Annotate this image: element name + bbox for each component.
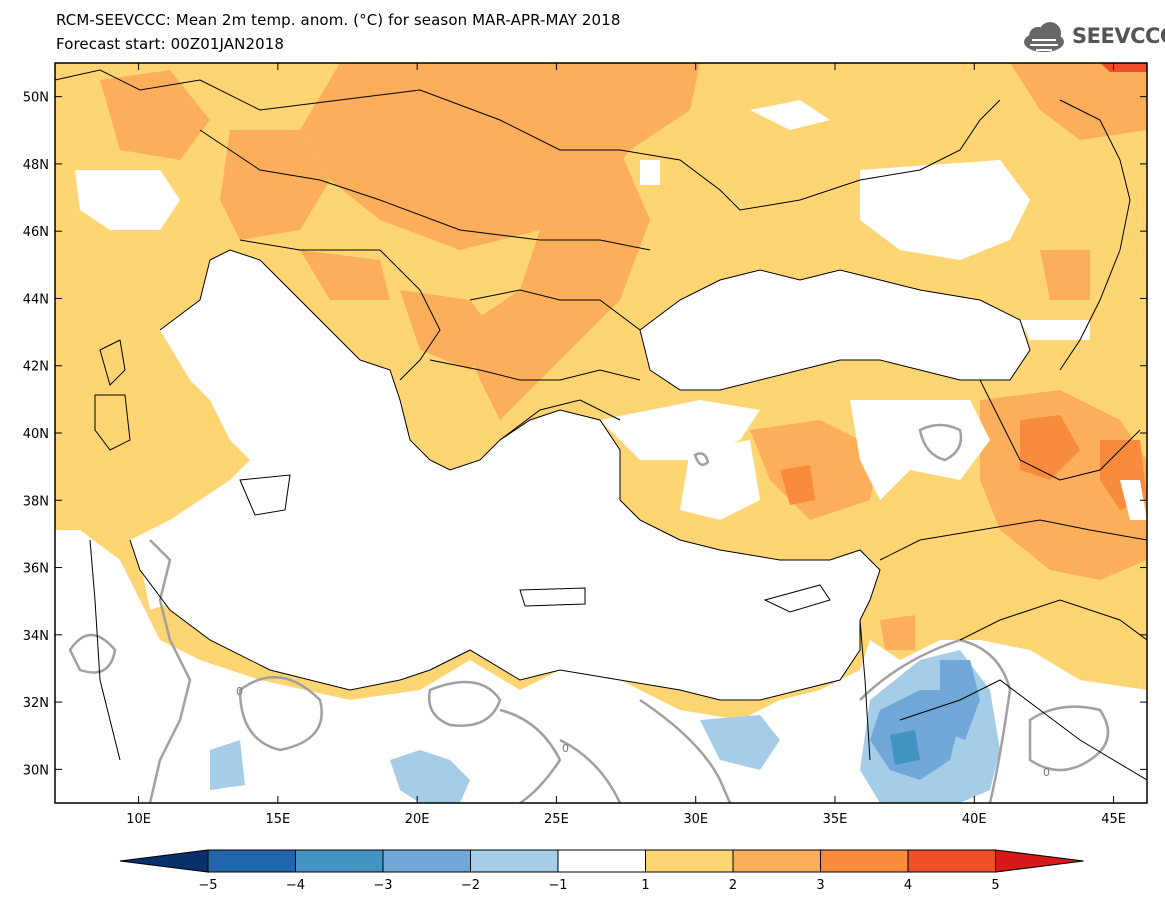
- lon-label: 35E: [823, 812, 848, 827]
- coastlines: [55, 69, 1147, 781]
- longitude-axis: 10E 15E 20E 25E 30E 35E 40E 45E: [126, 63, 1126, 827]
- lat-label: 34N: [23, 629, 49, 644]
- latitude-axis: 50N 48N 46N 44N 42N 40N 38N 36N 34N 32N 30N: [23, 91, 1147, 778]
- lat-label: 30N: [23, 763, 49, 778]
- lat-label: 40N: [23, 427, 49, 442]
- colorbar-label: 3: [816, 878, 824, 893]
- colorbar-box: [907, 849, 996, 873]
- zero-contours: [68, 423, 1110, 803]
- lat-label: 32N: [23, 696, 49, 711]
- colorbar-label: 1: [641, 878, 649, 893]
- lon-label: 10E: [126, 812, 151, 827]
- cloud-icon: [1024, 22, 1064, 52]
- anomaly-negative-areas: [210, 650, 1000, 803]
- contour-label: 0: [562, 742, 569, 755]
- forecast-start: Forecast start: 00Z01JAN2018: [56, 35, 285, 53]
- colorbar-box: [820, 849, 909, 873]
- lat-label: 44N: [23, 292, 49, 307]
- logo-text: SEEVCCC: [1072, 24, 1165, 48]
- colorbar-arrow-high: [995, 849, 1084, 873]
- contour-label: 0: [236, 685, 243, 698]
- anomaly-4-5-area: [1100, 63, 1147, 72]
- colorbar-label: −2: [461, 878, 480, 893]
- map-title: RCM-SEEVCCC: Mean 2m temp. anom. (°C) fo…: [56, 11, 621, 29]
- colorbar-label: 5: [991, 878, 999, 893]
- map-plot-area: 0 0 0: [55, 63, 1147, 803]
- colorbar-box: [470, 849, 559, 873]
- lat-label: 42N: [23, 360, 49, 375]
- colorbar-label: −4: [286, 878, 305, 893]
- lon-label: 40E: [962, 812, 987, 827]
- colorbar-box: [645, 849, 734, 873]
- colorbar-box: [732, 849, 821, 873]
- lon-label: 25E: [544, 812, 569, 827]
- lon-label: 45E: [1101, 812, 1126, 827]
- colorbar-label: −5: [198, 878, 217, 893]
- contour-labels: 0 0 0: [236, 685, 1050, 779]
- lat-label: 48N: [23, 158, 49, 173]
- lon-label: 20E: [405, 812, 430, 827]
- contour-label: 0: [1043, 766, 1050, 779]
- colorbar-box: [295, 849, 384, 873]
- lat-label: 50N: [23, 91, 49, 106]
- lat-label: 46N: [23, 225, 49, 240]
- lat-label: 38N: [23, 494, 49, 509]
- sea-areas: [130, 250, 1030, 700]
- colorbar: −5 −4 −3 −2 −1 1 2 3 4 5: [119, 849, 1084, 893]
- colorbar-label: 4: [904, 878, 912, 893]
- colorbar-label: −1: [548, 878, 567, 893]
- lon-label: 15E: [265, 812, 290, 827]
- lon-label: 30E: [683, 812, 708, 827]
- colorbar-box: [382, 849, 471, 873]
- colorbar-box: [207, 849, 296, 873]
- lat-label: 36N: [23, 562, 49, 577]
- colorbar-arrow-low: [119, 849, 209, 873]
- colorbar-label: −3: [373, 878, 392, 893]
- colorbar-box: [557, 849, 646, 873]
- colorbar-label: 2: [729, 878, 737, 893]
